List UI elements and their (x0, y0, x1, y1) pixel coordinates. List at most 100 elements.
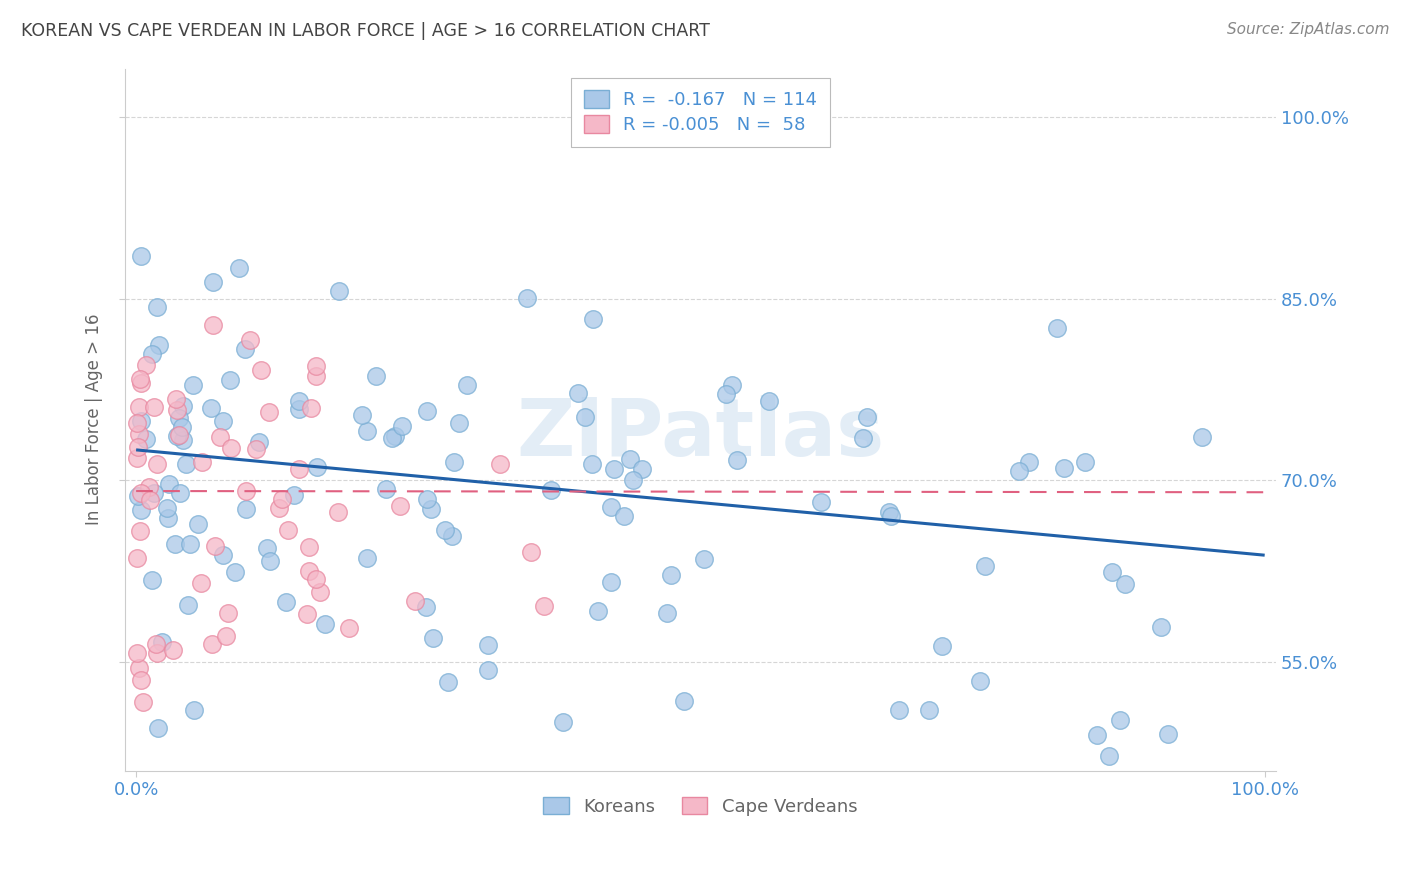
Point (145, 636, 167, 650)
Point (388, 499, 411, 513)
Point (307, 459, 329, 474)
Point (298, 564, 321, 578)
Point (810, 495, 832, 509)
Point (1053, 461, 1076, 475)
Point (1150, 620, 1173, 634)
Point (128, 401, 150, 415)
Point (659, 567, 682, 582)
Point (170, 419, 193, 434)
Point (129, 503, 152, 517)
Point (384, 429, 406, 443)
Point (375, 482, 398, 496)
Point (887, 703, 910, 717)
Point (672, 694, 695, 708)
Point (228, 261, 250, 276)
Point (146, 722, 169, 736)
Point (169, 486, 191, 500)
Point (440, 529, 463, 543)
Point (219, 441, 242, 455)
Point (422, 631, 444, 645)
Text: Source: ZipAtlas.com: Source: ZipAtlas.com (1226, 22, 1389, 37)
Point (443, 455, 465, 469)
Point (381, 431, 404, 445)
Point (129, 376, 152, 391)
Point (287, 394, 309, 409)
Point (177, 598, 200, 612)
Point (299, 401, 322, 415)
Y-axis label: In Labor Force | Age > 16: In Labor Force | Age > 16 (86, 314, 103, 525)
Point (235, 502, 257, 516)
Point (328, 284, 350, 298)
Point (298, 540, 321, 554)
Point (129, 673, 152, 687)
Point (419, 501, 441, 516)
Point (135, 358, 157, 372)
Point (129, 372, 152, 386)
Point (621, 473, 644, 487)
Point (305, 572, 328, 586)
Point (187, 516, 209, 531)
Point (974, 558, 997, 573)
Point (720, 377, 742, 392)
Point (540, 483, 562, 497)
Point (132, 694, 155, 708)
Point (183, 703, 205, 717)
Point (283, 488, 305, 502)
Legend: Koreans, Cape Verdeans: Koreans, Cape Verdeans (534, 788, 866, 825)
Point (127, 551, 149, 566)
Point (219, 373, 242, 387)
Point (245, 442, 267, 457)
Point (1085, 728, 1108, 742)
Point (183, 378, 205, 392)
Point (274, 595, 297, 609)
Point (304, 368, 326, 383)
Point (148, 338, 170, 352)
Point (356, 424, 378, 438)
Point (852, 431, 875, 445)
Point (235, 484, 257, 499)
Point (613, 509, 636, 524)
Point (162, 642, 184, 657)
Point (127, 450, 149, 465)
Point (259, 554, 281, 568)
Point (217, 607, 239, 621)
Point (167, 428, 190, 442)
Point (156, 511, 179, 525)
Point (599, 574, 621, 589)
Point (391, 418, 413, 433)
Point (146, 646, 169, 660)
Point (129, 486, 152, 500)
Point (520, 544, 543, 558)
Point (574, 409, 596, 424)
Point (190, 575, 212, 590)
Point (129, 414, 152, 428)
Point (918, 703, 941, 717)
Point (581, 458, 603, 472)
Point (128, 427, 150, 442)
Point (215, 630, 238, 644)
Point (202, 275, 225, 289)
Point (270, 491, 292, 506)
Point (204, 539, 226, 553)
Point (179, 536, 201, 550)
Point (142, 486, 165, 500)
Point (201, 318, 224, 333)
Point (714, 386, 737, 401)
Point (434, 524, 457, 538)
Point (567, 386, 589, 401)
Point (582, 312, 605, 326)
Point (725, 453, 748, 467)
Point (477, 639, 499, 653)
Point (352, 409, 374, 423)
Point (127, 440, 149, 454)
Point (287, 462, 309, 476)
Point (190, 455, 212, 469)
Point (1018, 455, 1040, 469)
Point (165, 392, 187, 406)
Point (856, 410, 879, 425)
Point (308, 585, 330, 599)
Point (1046, 321, 1069, 335)
Point (257, 405, 280, 419)
Point (208, 430, 231, 444)
Point (415, 492, 437, 507)
